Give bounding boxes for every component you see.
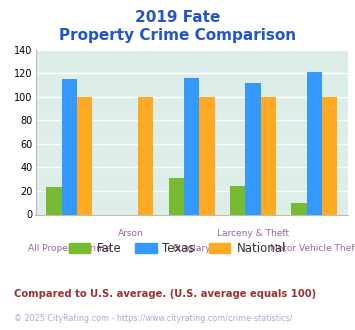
Text: All Property Crime: All Property Crime — [28, 244, 110, 252]
Bar — [200, 97, 215, 214]
Bar — [322, 97, 337, 214]
Text: Motor Vehicle Theft: Motor Vehicle Theft — [270, 244, 355, 252]
Bar — [77, 97, 92, 214]
Bar — [46, 187, 61, 214]
Bar — [138, 97, 153, 214]
Legend: Fate, Texas, National: Fate, Texas, National — [65, 237, 290, 260]
Bar — [184, 78, 200, 214]
Bar — [245, 82, 261, 214]
Bar — [61, 79, 77, 214]
Bar — [307, 72, 322, 215]
Bar — [261, 97, 276, 214]
Bar — [169, 178, 184, 214]
Bar — [291, 203, 307, 214]
Bar — [230, 186, 245, 214]
Text: Burglary: Burglary — [173, 244, 211, 252]
Text: Arson: Arson — [118, 229, 143, 238]
Text: 2019 Fate: 2019 Fate — [135, 10, 220, 25]
Text: Compared to U.S. average. (U.S. average equals 100): Compared to U.S. average. (U.S. average … — [14, 289, 316, 299]
Text: Property Crime Comparison: Property Crime Comparison — [59, 28, 296, 43]
Text: © 2025 CityRating.com - https://www.cityrating.com/crime-statistics/: © 2025 CityRating.com - https://www.city… — [14, 314, 293, 323]
Text: Larceny & Theft: Larceny & Theft — [217, 229, 289, 238]
